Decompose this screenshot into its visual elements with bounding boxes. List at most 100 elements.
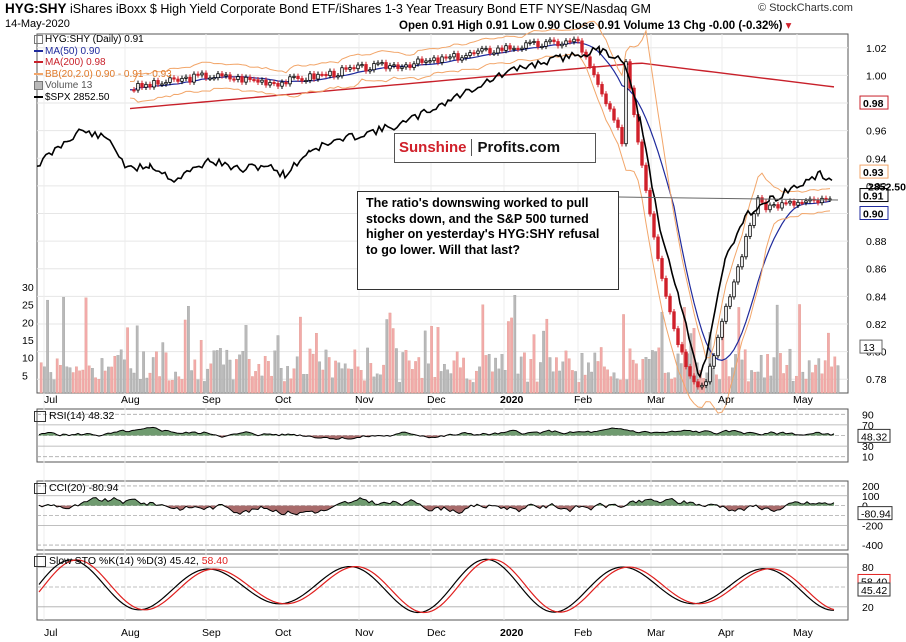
volume-bar [52, 379, 56, 394]
volume-bar [321, 369, 325, 394]
volume-bar [526, 381, 529, 394]
candle-body [540, 45, 544, 48]
chg-value: -0.00 (-0.32%) [708, 20, 783, 32]
volume-bar [39, 362, 43, 394]
volume-bar [417, 357, 421, 394]
candle-body [280, 81, 284, 87]
volume-bar [375, 373, 379, 394]
volume-bar [279, 368, 283, 394]
candle-body [456, 53, 460, 61]
volume-bar [657, 347, 661, 394]
candle-body [564, 40, 568, 45]
cci-right-label: -80.94 [861, 509, 891, 521]
candle-body [292, 75, 296, 78]
volume-tick-label: 20 [22, 317, 34, 329]
candle-body [420, 58, 424, 63]
volume-bar [347, 368, 350, 394]
candle-body [492, 52, 496, 55]
volume-bar [715, 374, 718, 394]
panel-settings-icon[interactable] [34, 482, 46, 494]
volume-bar [619, 379, 622, 394]
volume-bar [558, 370, 561, 394]
volume-bar [177, 376, 181, 394]
candle-body [248, 76, 252, 80]
volume-bar [273, 350, 277, 394]
volume-bar [382, 364, 385, 394]
candle-body [800, 201, 804, 204]
candle-body [192, 73, 196, 83]
volume-bar [593, 352, 597, 394]
volume-bar [388, 312, 392, 394]
candle-body [616, 119, 620, 128]
candle-body [532, 41, 536, 44]
candle-body [396, 64, 400, 69]
ma50-swatch [34, 49, 43, 52]
chart-date: 14-May-2020 [5, 18, 70, 30]
volume-bar [654, 351, 657, 394]
candle-body [220, 73, 224, 77]
volume-bar [766, 354, 769, 394]
legend-main: HYG:SHY (Daily) 0.91 [34, 34, 172, 46]
legend-ma200-text: MA(200) 0.98 [45, 57, 106, 68]
ma200-right-label: 0.98 [863, 98, 884, 110]
legend-volume: Volume 13 [34, 80, 172, 92]
candle-body [608, 103, 612, 110]
dropdown-caret-icon[interactable]: ▾ [785, 20, 792, 32]
candle-body [600, 84, 604, 95]
volume-bar [411, 369, 414, 394]
candle-body [732, 281, 736, 298]
volume-bar [126, 327, 129, 394]
volume-bar [574, 371, 577, 394]
candle-body [404, 64, 408, 68]
cci-line [38, 496, 835, 516]
volume-bar [779, 353, 782, 394]
volume-bar [343, 363, 347, 394]
volume-bar [651, 350, 654, 394]
candle-body [544, 41, 548, 47]
panel-settings-icon[interactable] [34, 410, 46, 422]
volume-bar [481, 304, 485, 394]
volume-bar [609, 376, 613, 394]
candle-body [424, 60, 428, 63]
sto-k-right-label-box [857, 582, 891, 597]
x-month-label-bottom: Mar [647, 627, 666, 639]
spx-right-label: 2852.50 [868, 182, 906, 194]
x-month-label-top: Dec [427, 394, 446, 406]
candle-body [740, 256, 744, 268]
x-month-label-top: Sep [202, 394, 221, 406]
candle-body [580, 40, 584, 53]
cci-y-tick-label: 100 [862, 491, 880, 503]
candle-body [236, 76, 240, 80]
rsi-right-label: 48.32 [861, 431, 887, 443]
volume-bar [97, 379, 101, 394]
candle-body [500, 47, 504, 51]
volume-bar [372, 376, 376, 394]
sto-y-tick-label: 80 [862, 562, 874, 574]
volume-bar [187, 306, 190, 394]
candle-body [772, 204, 776, 207]
sto-label: Slow STO %K(14) %D(3) 45.42, 58.40 [34, 555, 228, 567]
candle-body [760, 197, 764, 203]
volume-bar [404, 349, 408, 394]
candle-body [304, 79, 308, 82]
volume-bar [379, 374, 382, 394]
volume-bar [446, 369, 449, 394]
volume-bar [465, 378, 469, 394]
candle-body [704, 381, 708, 386]
bb-upper-right-label: 0.93 [863, 167, 884, 179]
candle-body [484, 48, 488, 51]
volume-bar [251, 376, 254, 394]
x-month-label-bottom: Sep [202, 627, 221, 639]
candle-body [652, 213, 656, 238]
candle-body [228, 74, 232, 80]
panel-settings-icon[interactable] [34, 555, 46, 567]
candle-body [660, 258, 664, 279]
rsi-fill-up [39, 427, 834, 436]
candle-body [448, 56, 452, 59]
brand-label: © StockCharts.com [758, 2, 853, 14]
x-month-label-bottom: Apr [718, 627, 735, 639]
candle-body [804, 200, 808, 204]
volume-bar [308, 348, 312, 394]
volume-bar [340, 368, 344, 394]
candle-body [572, 38, 576, 43]
